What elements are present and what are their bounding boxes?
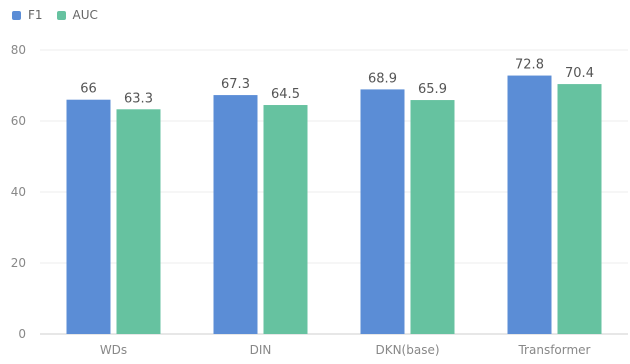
data-label: 70.4: [565, 66, 594, 81]
y-tick-label: 80: [11, 43, 26, 57]
y-tick-label: 40: [11, 185, 26, 199]
data-label: 63.3: [124, 91, 153, 106]
x-tick-label: WDs: [100, 343, 127, 357]
data-label: 72.8: [515, 58, 544, 73]
bar-f1: [360, 89, 405, 334]
bar-f1: [507, 75, 552, 334]
y-tick-label: 0: [18, 327, 26, 341]
legend-label-auc: AUC: [72, 8, 98, 22]
legend-swatch-f1: [12, 10, 21, 20]
bar-auc: [410, 100, 455, 335]
bar-auc: [557, 84, 602, 334]
data-label: 66: [80, 82, 97, 97]
legend: F1 AUC: [12, 8, 98, 22]
data-label: 65.9: [418, 82, 447, 97]
data-label: 64.5: [271, 87, 300, 102]
legend-item-auc: AUC: [56, 8, 98, 22]
x-tick-label: DKN(base): [375, 343, 439, 357]
bar-f1: [213, 95, 258, 335]
data-label: 67.3: [221, 77, 250, 92]
x-tick-label: Transformer: [517, 343, 590, 357]
x-tick-label: DIN: [250, 343, 272, 357]
bar-auc: [263, 105, 308, 335]
y-tick-label: 60: [11, 114, 26, 128]
legend-label-f1: F1: [28, 8, 43, 22]
y-tick-label: 20: [11, 256, 26, 270]
bar-f1: [66, 99, 111, 334]
legend-item-f1: F1: [12, 8, 43, 22]
data-label: 68.9: [368, 71, 397, 86]
bar-auc: [116, 109, 161, 334]
legend-swatch-auc: [56, 10, 66, 20]
